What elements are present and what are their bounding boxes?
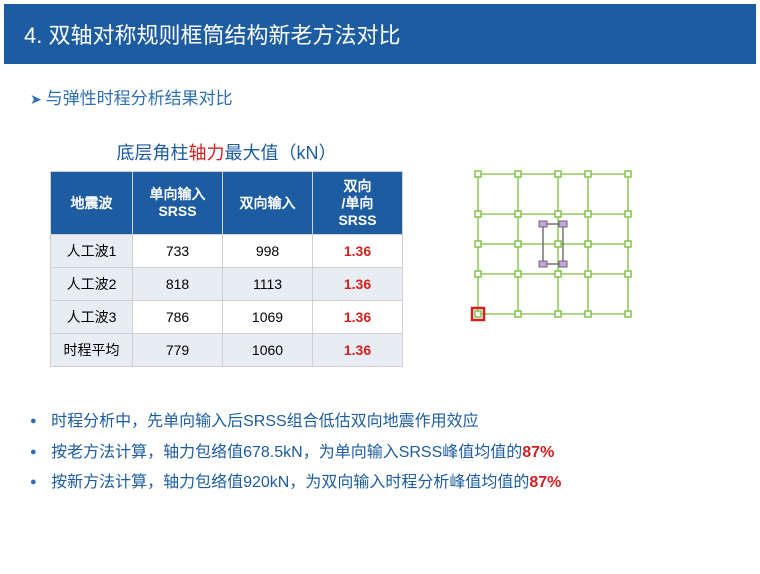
axial-force-table: 地震波 单向输入 SRSS 双向输入 双向 /单向SRSS 人工波1 733 9… (50, 171, 403, 367)
cell-value: 1113 (223, 268, 313, 301)
caption-red: 轴力 (189, 143, 225, 163)
cell-value: 786 (133, 301, 223, 334)
col-header: 双向 /单向SRSS (313, 172, 403, 235)
bullet-item: 时程分析中，先单向输入后SRSS组合低估双向地震作用效应 (30, 407, 760, 437)
bullet-text: 按老方法计算，轴力包络值678.5kN，为单向输入SRSS峰值均值的 (51, 444, 522, 461)
conclusion-bullets: 时程分析中，先单向输入后SRSS组合低估双向地震作用效应 按老方法计算，轴力包络… (30, 407, 760, 498)
table-header-row: 地震波 单向输入 SRSS 双向输入 双向 /单向SRSS (51, 172, 403, 235)
col-header: 单向输入 SRSS (133, 172, 223, 235)
bullet-highlight: 87% (522, 444, 554, 461)
table-row: 人工波2 818 1113 1.36 (51, 268, 403, 301)
col-header: 双向输入 (223, 172, 313, 235)
cell-ratio: 1.36 (313, 268, 403, 301)
page-title: 4. 双轴对称规则框筒结构新老方法对比 (4, 4, 756, 64)
caption-post: 最大值（kN） (225, 143, 337, 163)
bullet-text: 按新方法计算，轴力包络值920kN，为双向输入时程分析峰值均值的 (51, 474, 529, 491)
content-row: 底层角柱轴力最大值（kN） 地震波 单向输入 SRSS 双向输入 双向 /单向S… (0, 139, 760, 367)
bullet-text: 时程分析中，先单向输入后SRSS组合低估双向地震作用效应 (51, 413, 479, 430)
plan-diagram-icon (463, 159, 643, 329)
section-subtitle: 与弹性时程分析结果对比 (30, 84, 760, 109)
row-label: 人工波1 (51, 235, 133, 268)
cell-value: 1060 (223, 334, 313, 367)
table-row: 时程平均 779 1060 1.36 (51, 334, 403, 367)
row-label: 人工波2 (51, 268, 133, 301)
caption-pre: 底层角柱 (117, 143, 189, 163)
cell-value: 733 (133, 235, 223, 268)
table-block: 底层角柱轴力最大值（kN） 地震波 单向输入 SRSS 双向输入 双向 /单向S… (50, 139, 403, 367)
bullet-highlight: 87% (529, 474, 561, 491)
cell-value: 998 (223, 235, 313, 268)
table-row: 人工波1 733 998 1.36 (51, 235, 403, 268)
cell-ratio: 1.36 (313, 301, 403, 334)
table-row: 人工波3 786 1069 1.36 (51, 301, 403, 334)
cell-value: 1069 (223, 301, 313, 334)
cell-ratio: 1.36 (313, 235, 403, 268)
table-caption: 底层角柱轴力最大值（kN） (50, 139, 403, 165)
bullet-item: 按老方法计算，轴力包络值678.5kN，为单向输入SRSS峰值均值的87% (30, 438, 760, 468)
cell-ratio: 1.36 (313, 334, 403, 367)
row-label: 人工波3 (51, 301, 133, 334)
cell-value: 818 (133, 268, 223, 301)
plan-diagram-block (463, 159, 643, 329)
bullet-item: 按新方法计算，轴力包络值920kN，为双向输入时程分析峰值均值的87% (30, 468, 760, 498)
row-label: 时程平均 (51, 334, 133, 367)
col-header: 地震波 (51, 172, 133, 235)
cell-value: 779 (133, 334, 223, 367)
